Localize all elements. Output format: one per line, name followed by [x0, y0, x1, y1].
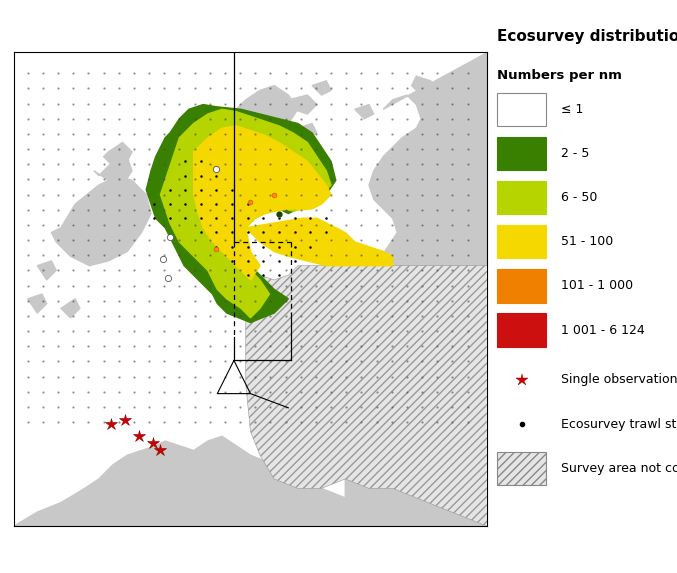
Point	[258, 214, 269, 223]
Point	[305, 214, 315, 223]
Point	[258, 256, 269, 265]
Point	[196, 228, 206, 237]
Text: Survey area not covered: Survey area not covered	[561, 462, 677, 474]
Point	[242, 270, 253, 280]
FancyBboxPatch shape	[497, 313, 546, 347]
Point	[196, 157, 206, 166]
Point	[242, 199, 253, 209]
Text: 101 - 1 000: 101 - 1 000	[561, 280, 634, 292]
Polygon shape	[345, 408, 487, 527]
Point	[274, 256, 284, 265]
Point	[258, 270, 269, 280]
Polygon shape	[246, 256, 487, 527]
Point	[274, 242, 284, 252]
Polygon shape	[94, 156, 132, 185]
Point	[211, 171, 222, 180]
Point	[211, 242, 222, 252]
FancyBboxPatch shape	[497, 225, 546, 258]
Polygon shape	[355, 104, 374, 119]
Text: ≤ 1: ≤ 1	[561, 103, 584, 116]
Polygon shape	[312, 81, 331, 95]
Point	[305, 228, 315, 237]
Point	[227, 242, 238, 252]
Polygon shape	[288, 95, 317, 114]
Point	[227, 199, 238, 209]
FancyBboxPatch shape	[497, 93, 546, 126]
Polygon shape	[345, 52, 487, 394]
Point	[242, 256, 253, 265]
Polygon shape	[412, 76, 440, 100]
Text: Numbers per nm: Numbers per nm	[497, 69, 621, 82]
Point	[305, 242, 315, 252]
Point	[165, 185, 175, 194]
Point	[258, 242, 269, 252]
Polygon shape	[51, 176, 151, 266]
Point	[320, 228, 331, 237]
Point	[179, 214, 190, 223]
Text: Single observation/bycatch: Single observation/bycatch	[561, 374, 677, 386]
FancyBboxPatch shape	[497, 181, 546, 214]
Point	[211, 228, 222, 237]
Point	[179, 199, 190, 209]
Polygon shape	[61, 299, 80, 318]
FancyBboxPatch shape	[497, 137, 546, 170]
Polygon shape	[222, 85, 298, 128]
Text: 2 - 5: 2 - 5	[561, 147, 590, 160]
Point	[149, 214, 160, 223]
Point	[274, 270, 284, 280]
FancyBboxPatch shape	[497, 269, 546, 303]
Text: 6 - 50: 6 - 50	[561, 191, 598, 204]
Point	[165, 214, 175, 223]
Polygon shape	[160, 109, 331, 318]
Point	[211, 185, 222, 194]
Polygon shape	[14, 436, 487, 527]
Point	[227, 256, 238, 265]
Point	[179, 157, 190, 166]
Point	[179, 185, 190, 194]
Point	[165, 199, 175, 209]
Point	[179, 171, 190, 180]
Point	[227, 228, 238, 237]
Polygon shape	[104, 143, 132, 166]
Polygon shape	[298, 124, 317, 138]
Point	[289, 256, 300, 265]
FancyBboxPatch shape	[497, 452, 546, 485]
Point	[196, 185, 206, 194]
Polygon shape	[246, 218, 393, 266]
Point	[242, 242, 253, 252]
Point	[258, 228, 269, 237]
Point	[211, 214, 222, 223]
Point	[196, 171, 206, 180]
Polygon shape	[37, 261, 56, 280]
Point	[227, 185, 238, 194]
Point	[274, 214, 284, 223]
Point	[274, 228, 284, 237]
Text: Ecosurvey trawl station: Ecosurvey trawl station	[561, 418, 677, 430]
Polygon shape	[217, 124, 232, 138]
Text: 1 001 - 6 124: 1 001 - 6 124	[561, 324, 645, 336]
Point	[289, 214, 300, 223]
Point	[149, 199, 160, 209]
Polygon shape	[146, 104, 336, 323]
Point	[242, 228, 253, 237]
Point	[196, 199, 206, 209]
Text: Ecosurvey distribution: Ecosurvey distribution	[497, 29, 677, 44]
Point	[320, 214, 331, 223]
Point	[227, 214, 238, 223]
Point	[242, 214, 253, 223]
Point	[196, 214, 206, 223]
Text: 51 - 100: 51 - 100	[561, 236, 613, 248]
Polygon shape	[28, 294, 47, 313]
Polygon shape	[194, 126, 331, 280]
Point	[289, 242, 300, 252]
Point	[289, 228, 300, 237]
Point	[211, 199, 222, 209]
